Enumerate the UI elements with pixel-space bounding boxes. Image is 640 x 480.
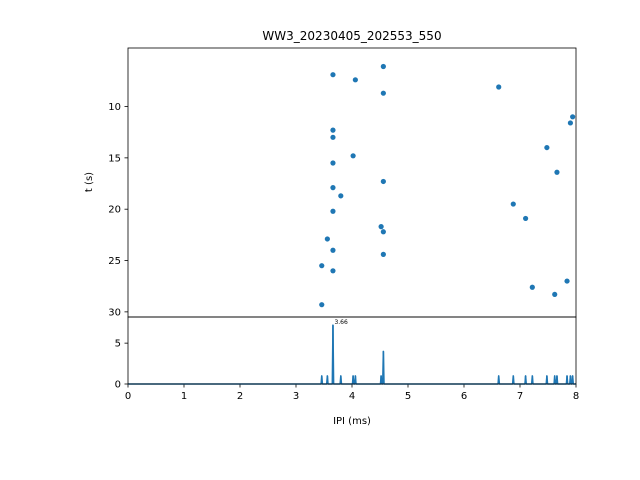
scatter-point <box>324 236 330 242</box>
scatter-point <box>523 215 529 222</box>
scatter-point <box>529 284 535 290</box>
scatter-point <box>330 160 336 166</box>
scatter-y-tick-label: 15 <box>108 153 121 164</box>
scatter-point <box>380 229 386 235</box>
scatter-point <box>567 120 574 126</box>
scatter-point <box>510 201 516 207</box>
histogram-x-tick-label: 8 <box>573 391 579 402</box>
scatter-point <box>552 291 558 298</box>
scatter-point <box>338 193 344 199</box>
scatter-point <box>330 127 336 133</box>
scatter-point <box>380 90 386 96</box>
histogram-plot-frame <box>127 316 577 385</box>
histogram-x-tick-label: 4 <box>349 391 355 402</box>
scatter-points <box>319 63 576 308</box>
scatter-y-ticks: 10 15 20 25 30 <box>108 102 128 318</box>
histogram-x-tick-label: 6 <box>461 391 467 402</box>
histogram-y-ticks: 05 <box>115 339 128 391</box>
scatter-point <box>554 169 560 175</box>
scatter-point <box>330 185 336 191</box>
y-axis-label: t (s) <box>84 172 95 192</box>
peak-annotation: 3.66 <box>334 319 348 326</box>
histogram-x-tick-label: 2 <box>237 391 243 402</box>
scatter-point <box>564 278 570 284</box>
scatter-point <box>330 247 336 253</box>
scatter-point <box>330 268 336 274</box>
scatter-point <box>352 77 358 83</box>
scatter-point <box>570 114 576 120</box>
histogram-x-tick-label: 7 <box>517 391 523 402</box>
scatter-point <box>350 153 356 159</box>
scatter-point <box>378 224 384 230</box>
scatter-point <box>380 63 386 70</box>
scatter-y-tick-label: 20 <box>108 205 121 216</box>
scatter-point <box>319 263 325 269</box>
scatter-point <box>496 84 502 90</box>
scatter-y-tick-label: 30 <box>108 307 121 318</box>
scatter-y-tick-label: 25 <box>108 256 121 267</box>
histogram-y-tick-label: 5 <box>115 339 121 350</box>
histogram-x-tick-label: 1 <box>181 391 187 402</box>
histogram-x-tick-label: 0 <box>125 391 131 402</box>
scatter-point <box>330 134 336 140</box>
chart-title: WW3_20230405_202553_550 <box>262 29 441 43</box>
scatter-y-tick-label: 10 <box>108 102 121 113</box>
histogram-x-tick-label: 3 <box>293 391 299 402</box>
x-axis-label: IPI (ms) <box>333 416 371 427</box>
scatter-point <box>319 302 325 308</box>
scatter-point <box>380 178 386 185</box>
scatter-point <box>544 144 550 151</box>
scatter-point <box>380 251 386 257</box>
histogram-x-ticks: 0 1 2 3 4 5 6 7 8 <box>125 384 579 402</box>
scatter-point <box>330 208 336 214</box>
scatter-point <box>330 72 336 78</box>
histogram-x-tick-label: 5 <box>405 391 411 402</box>
histogram-y-tick-label: 0 <box>115 380 121 391</box>
